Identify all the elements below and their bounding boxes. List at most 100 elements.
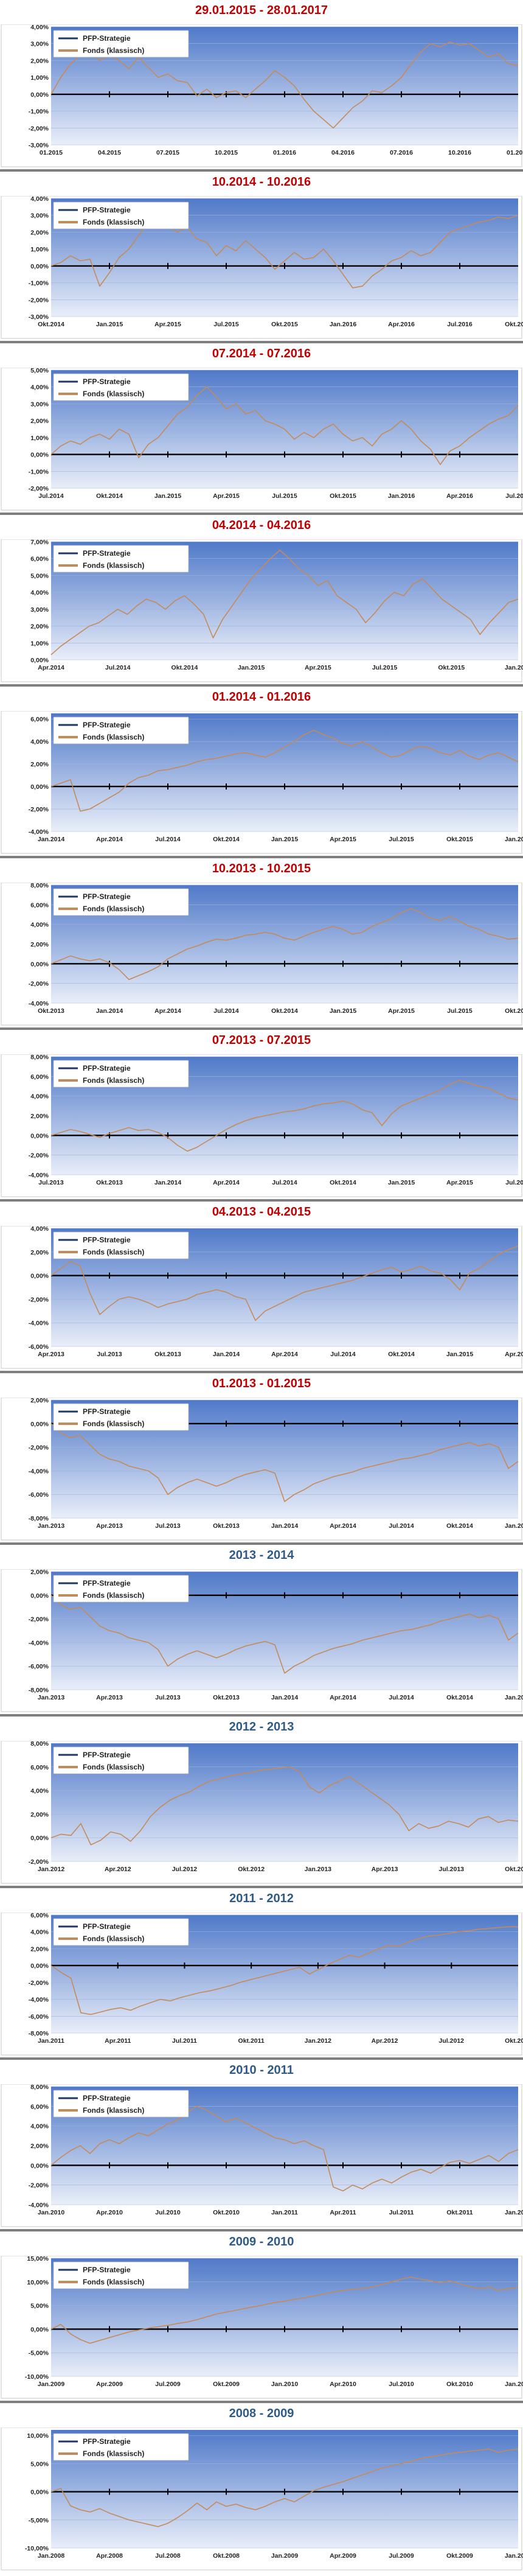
x-tick-label: Okt.2014	[271, 1007, 298, 1015]
legend-label: PFP-Strategie	[83, 549, 131, 558]
x-tick-label: Apr.2012	[372, 2037, 398, 2045]
x-tick-label: Jul.2013	[38, 1179, 64, 1186]
y-tick-label: 1,00%	[30, 74, 49, 82]
x-tick-label: Okt.2014	[330, 1179, 356, 1186]
x-tick-label: Jul.2015	[447, 1007, 473, 1015]
legend-label: Fonds (klassisch)	[83, 733, 144, 741]
legend-label: Fonds (klassisch)	[83, 1248, 144, 1256]
legend-label: Fonds (klassisch)	[83, 1934, 144, 1943]
y-tick-label: 2,00%	[30, 623, 49, 631]
series-line-fonds	[50, 1926, 518, 2015]
legend-label: Fonds (klassisch)	[83, 2278, 144, 2286]
y-tick-label: 4,00%	[30, 196, 49, 203]
x-tick-label: Jul.2015	[389, 836, 414, 843]
x-tick-label: Jul.2009	[155, 2381, 181, 2388]
x-tick-label: Jan.2010	[271, 2381, 299, 2388]
x-tick-label: Okt.2014	[388, 1351, 415, 1358]
x-tick-label: Jan.2014	[271, 1522, 299, 1530]
x-tick-label: Jan.2011	[38, 2037, 64, 2045]
x-tick-label: Jan.2012	[305, 2037, 332, 2045]
y-tick-label: -8,00%	[29, 2030, 49, 2037]
legend-label: PFP-Strategie	[83, 1407, 131, 1416]
x-tick-label: Apr.2014	[330, 1694, 356, 1701]
y-tick-label: 2,00%	[30, 1113, 49, 1120]
panel-separator	[0, 856, 523, 858]
y-tick-label: 0,00%	[30, 2326, 49, 2333]
x-tick-label: Jul.2010	[389, 2381, 414, 2388]
chart-panel: 01.2014 - 01.2016 -4,00% -2,00% 0,00% 2,00% 4…	[0, 687, 523, 858]
x-tick-label: Jan.2013	[38, 1522, 65, 1530]
x-tick-label: Jan.2015	[330, 1007, 357, 1015]
legend: PFP-Strategie Fonds (klassisch)	[53, 1060, 189, 1088]
legend: PFP-Strategie Fonds (klassisch)	[53, 30, 189, 58]
legend-box	[53, 1231, 189, 1259]
x-tick-label: Okt.2008	[213, 2552, 240, 2560]
legend-label: PFP-Strategie	[83, 1064, 131, 1073]
legend-label: Fonds (klassisch)	[83, 218, 144, 226]
y-tick-label: 6,00%	[30, 1073, 49, 1080]
x-tick-label: Apr.2015	[213, 492, 240, 500]
y-tick-label: 6,00%	[30, 901, 49, 909]
x-tick-label: Jul.2016	[505, 492, 523, 500]
x-tick-label: Okt.2015	[330, 492, 356, 500]
y-tick-label: -8,00%	[29, 1515, 49, 1522]
y-tick-label: 2,00%	[30, 229, 49, 236]
legend: PFP-Strategie Fonds (klassisch)	[53, 2433, 189, 2461]
legend: PFP-Strategie Fonds (klassisch)	[53, 716, 189, 744]
x-tick-label: Apr.2010	[330, 2381, 356, 2388]
x-tick-label: Jan.2015	[238, 664, 265, 671]
chart-title: 29.01.2015 - 28.01.2017	[195, 4, 328, 17]
y-tick-label: 2,00%	[30, 941, 49, 948]
legend: PFP-Strategie Fonds (klassisch)	[53, 1575, 189, 1603]
x-tick-label: Okt.2014	[446, 1694, 473, 1701]
chart-panel: 07.2014 - 07.2016 -2,00% -1,00% 0,00% 1,00% 2…	[0, 343, 523, 515]
legend-box	[53, 201, 189, 229]
x-tick-label: Jul.2015	[272, 492, 297, 500]
y-tick-label: -2,00%	[29, 1444, 49, 1452]
legend: PFP-Strategie Fonds (klassisch)	[53, 2090, 189, 2118]
x-tick-label: Apr.2008	[96, 2552, 123, 2560]
chart-title: 2013 - 2014	[229, 1549, 294, 1562]
x-tick-label: Jul.2010	[155, 2209, 181, 2216]
y-tick-label: -2,00%	[29, 981, 49, 988]
chart-panel: 04.2014 - 04.2016 0,00% 1,00% 2,00% 3,00% 4,0…	[0, 515, 523, 687]
chart-title: 2008 - 2009	[229, 2407, 294, 2420]
x-tick-label: Apr.2011	[105, 2037, 131, 2045]
series-line-fonds	[50, 1080, 519, 1152]
y-tick-label: 0,00%	[30, 1835, 49, 1842]
panel-separator	[0, 684, 523, 687]
panel-separator	[0, 1714, 523, 1717]
x-tick-label: 07.2016	[390, 149, 413, 156]
chart-title: 2009 - 2010	[229, 2235, 294, 2249]
y-tick-label: 10,00%	[27, 2279, 49, 2286]
x-tick-label: Jan.2015	[505, 1522, 523, 1530]
legend: PFP-Strategie Fonds (klassisch)	[53, 1231, 189, 1259]
chart-panel: 2013 - 2014 -8,00% -6,00% -4,00% -2,00% 0,00%…	[0, 1545, 523, 1717]
y-tick-label: 6,00%	[30, 716, 49, 723]
line-chart: -10,00% -5,00% 0,00% 5,00% 10,00% 15,00% Jan.2…	[1, 2256, 523, 2399]
x-tick-label: 10.2016	[448, 149, 471, 156]
chart-panel: 10.2014 - 10.2016 -3,00% -2,00% -1,00% 0,00%…	[0, 172, 523, 343]
x-tick-label: Okt.2015	[438, 664, 465, 671]
series-line-fonds	[50, 386, 519, 465]
legend-label: PFP-Strategie	[83, 721, 131, 729]
chart-panel: 07.2013 - 07.2015 -4,00% -2,00% 0,00% 2,00% 4…	[0, 1030, 523, 1202]
x-tick-label: Okt.2013	[505, 1866, 523, 1873]
x-tick-label: Apr.2015	[330, 836, 356, 843]
y-tick-label: 0,00%	[30, 1962, 49, 1970]
x-tick-label: Apr.2011	[330, 2209, 356, 2216]
legend-label: Fonds (klassisch)	[83, 390, 144, 398]
x-tick-label: Okt.2015	[505, 1007, 523, 1015]
x-tick-label: Apr.2010	[96, 2209, 123, 2216]
legend-box	[53, 716, 189, 744]
y-tick-label: 0,00%	[30, 783, 49, 791]
x-tick-label: Okt.2016	[505, 321, 523, 328]
x-tick-label: Jan.2014	[154, 1179, 182, 1186]
line-chart: -6,00% -4,00% -2,00% 0,00% 2,00% 4,00% Apr.201…	[1, 1226, 523, 1369]
chart-title: 07.2013 - 07.2015	[212, 1034, 311, 1047]
line-chart: -10,00% -5,00% 0,00% 5,00% 10,00% Jan.2008 Apr…	[1, 2427, 523, 2571]
x-tick-label: Apr.2013	[96, 1694, 123, 1701]
legend-box	[53, 1403, 189, 1431]
x-tick-label: 01.2015	[40, 149, 63, 156]
x-tick-label: Jul.2014	[272, 1179, 297, 1186]
